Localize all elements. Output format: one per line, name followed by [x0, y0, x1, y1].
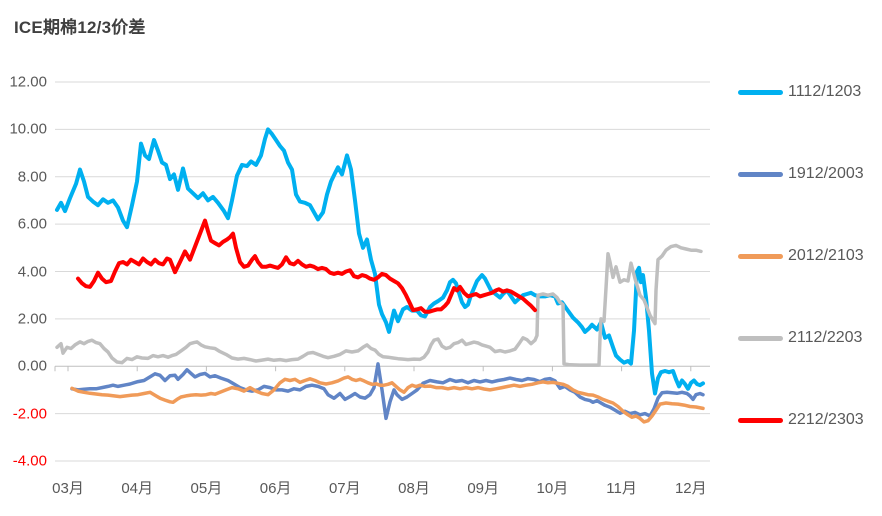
legend: 1112/1203 1912/2003 2012/2103 2112/2203 2212…	[738, 0, 882, 516]
x-axis-label: 05月	[190, 480, 223, 497]
legend-swatch-icon	[738, 253, 783, 259]
y-axis-label: 4.00	[17, 263, 47, 280]
legend-label: 2112/2203	[788, 329, 863, 346]
y-axis-label: -2.00	[12, 405, 47, 423]
series-line-2012-2103	[70, 375, 705, 424]
x-axis-label: 06月	[259, 480, 292, 497]
x-axis-label: 10月	[536, 480, 569, 497]
legend-item-2212-2303: 2212/2303	[738, 411, 864, 429]
y-axis-label: 12.00	[9, 73, 47, 91]
x-axis-label: 04月	[121, 480, 154, 497]
x-axis-label: 08月	[398, 480, 430, 497]
legend-item-2012-2103: 2012/2103	[738, 247, 864, 265]
legend-label: 1112/1203	[788, 83, 862, 100]
legend-label: 2012/2103	[788, 247, 864, 264]
legend-swatch-icon	[738, 335, 783, 341]
y-axis-label: 2.00	[17, 310, 47, 328]
x-axis-label: 11月	[606, 480, 637, 497]
legend-item-1912-2003: 1912/2003	[738, 165, 864, 183]
legend-swatch-icon	[738, 417, 783, 423]
x-axis-label: 03月	[52, 480, 84, 497]
y-axis-label: 6.00	[17, 215, 47, 233]
legend-item-1112-1203: 1112/1203	[738, 83, 861, 101]
legend-label: 2212/2303	[788, 411, 864, 428]
legend-swatch-icon	[738, 171, 783, 177]
series-line-2212-2303	[76, 218, 537, 314]
y-axis-label: 10.00	[9, 120, 47, 138]
legend-label: 1912/2003	[788, 165, 864, 182]
series-line-2112-2203	[55, 243, 703, 367]
x-axis-label: 09月	[467, 480, 500, 497]
chart-title: ICE期棉12/3价差	[14, 18, 146, 37]
series-line-1912-2003	[70, 362, 705, 421]
x-axis-label: 07月	[328, 480, 361, 497]
y-axis-label: -4.00	[12, 452, 47, 470]
y-axis-label: 8.00	[17, 168, 47, 186]
x-axis-label: 12月	[674, 480, 707, 497]
legend-swatch-icon	[738, 89, 783, 95]
legend-item-2112-2203: 2112/2203	[738, 329, 862, 347]
y-axis-label: 0.00	[17, 357, 47, 375]
